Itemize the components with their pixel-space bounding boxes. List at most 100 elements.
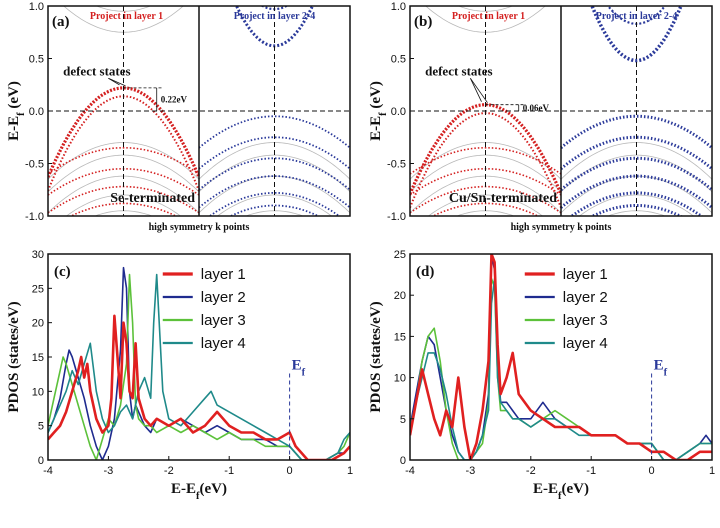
y-tick-label: 1.0 (391, 1, 406, 13)
x-axis-label-main: E-E (171, 481, 196, 497)
y-axis-label: E-Ef (eV) (6, 81, 27, 141)
gap-value-label: 0.22eV (161, 94, 188, 104)
y-axis-label-sub: f (16, 112, 27, 116)
y-tick-label: -0.5 (25, 159, 44, 171)
y-tick-label: 0.0 (391, 106, 406, 118)
gray-conduction-band-left (457, 6, 514, 12)
y-tick-label: 0.0 (29, 106, 44, 118)
legend-label: layer 1 (201, 266, 246, 283)
y-tick-label: 30 (32, 249, 44, 261)
x-axis-label: E-Ef(eV) (533, 481, 589, 502)
legend-label: layer 4 (563, 335, 608, 352)
y-tick-label: -1.0 (387, 211, 406, 223)
y-axis-label: E-Ef (eV) (368, 81, 389, 141)
defect-arrow-2 (108, 77, 126, 87)
y-tick-label: 15 (394, 331, 406, 343)
y-tick-label: 20 (32, 318, 44, 330)
legend-label: layer 3 (563, 312, 608, 329)
left-projection-title: Project in layer 1 (452, 11, 525, 22)
left-projection-title: Project in layer 1 (90, 11, 163, 22)
x-tick-label: 1 (709, 465, 715, 477)
x-tick-label: 0 (649, 465, 655, 477)
gray-valence-band-right (198, 154, 350, 193)
defect-arrow-2 (470, 78, 488, 103)
x-tick-label: 0 (287, 465, 293, 477)
defect-arrow-1 (470, 78, 482, 102)
layer1-valence-band (69, 202, 178, 216)
y-axis-label-main: E-E (368, 116, 384, 141)
series-line-layer-4 (410, 277, 712, 460)
gray-valence-band-right (560, 154, 712, 193)
y-axis-label-main: E-E (6, 116, 22, 141)
panel-label: (d) (416, 264, 434, 280)
y-tick-label: 10 (32, 386, 44, 398)
x-axis-label-sub: f (558, 491, 562, 502)
x-tick-label: 1 (347, 465, 353, 477)
x-tick-label: -3 (104, 465, 114, 477)
y-tick-label: 0.5 (29, 54, 44, 66)
x-tick-label: -2 (526, 465, 536, 477)
x-axis-label: high symmetry k points (149, 222, 250, 233)
y-tick-label: 15 (32, 352, 44, 364)
layer1-valence-band (410, 147, 562, 175)
x-tick-label: -1 (586, 465, 596, 477)
y-tick-label: 0.5 (391, 54, 406, 66)
defect-states-annotation: defect states (425, 63, 493, 78)
band-plot-area (48, 6, 350, 216)
legend-label: layer 2 (201, 289, 246, 306)
axes-frame (409, 253, 713, 461)
x-tick-label: -4 (405, 465, 415, 477)
fermi-level-label-sub: f (664, 367, 668, 378)
y-tick-label: -0.5 (387, 159, 406, 171)
y-axis-label-sub: f (378, 112, 389, 116)
panel-label: (b) (414, 14, 432, 30)
plot-area (410, 254, 712, 460)
x-tick-label: -4 (43, 465, 53, 477)
y-tick-label: 20 (394, 290, 406, 302)
x-tick-label: -2 (164, 465, 174, 477)
series-line-layer-1 (410, 254, 712, 460)
plot-area (48, 266, 350, 460)
gap-value-label: 0.06eV (523, 103, 550, 113)
defect-state-band (48, 86, 201, 178)
gray-valence-band-left (410, 154, 562, 193)
y-tick-label: 1.0 (29, 1, 44, 13)
right-projection-title: Project in layer 2-4 (234, 11, 316, 22)
fermi-level-label: Ef (292, 357, 306, 378)
series-line-layer-1 (48, 314, 350, 460)
x-axis-label-main: E-E (533, 481, 558, 497)
y-axis-label: PDOS (states/eV) (6, 301, 22, 412)
panel-label: (a) (52, 14, 70, 30)
y-axis-label-tail: (eV) (6, 81, 22, 112)
termination-label: Se-terminated (110, 191, 195, 206)
y-tick-label: 25 (394, 249, 406, 261)
legend-label: layer 4 (201, 335, 246, 352)
y-tick-label: 0 (38, 455, 44, 467)
y-tick-label: 5 (400, 414, 406, 426)
x-axis-label: E-Ef(eV) (171, 481, 227, 502)
x-axis-label-tail: (eV) (562, 481, 589, 497)
layer1-valence-band (431, 202, 540, 216)
y-tick-label: 10 (394, 373, 406, 385)
panel-a-band-structure: 1.0 0.5 0.0 -0.5 -1.0 E-Ef (eV) high symmetry … (6, 1, 351, 233)
x-axis-label-sub: f (196, 491, 200, 502)
right-projection-title: Project in layer 2-4 (596, 11, 678, 22)
defect-state-band (410, 103, 563, 195)
fermi-level-label: Ef (654, 357, 668, 378)
series-line-layer-4 (48, 273, 350, 460)
y-axis-label: PDOS (states/eV) (368, 301, 384, 412)
termination-label: Cu/Sn-terminated (449, 191, 557, 206)
y-tick-label: 0 (400, 455, 406, 467)
y-tick-label: 25 (32, 283, 44, 295)
x-tick-label: -1 (224, 465, 234, 477)
fermi-level-label-main: E (654, 357, 664, 373)
layer1-valence-band (48, 147, 200, 175)
x-axis-label: high symmetry k points (511, 222, 612, 233)
legend-label: layer 1 (563, 266, 608, 283)
series-line-layer-2 (410, 254, 712, 460)
gray-valence-band-left (48, 154, 200, 193)
x-tick-label: -3 (466, 465, 476, 477)
